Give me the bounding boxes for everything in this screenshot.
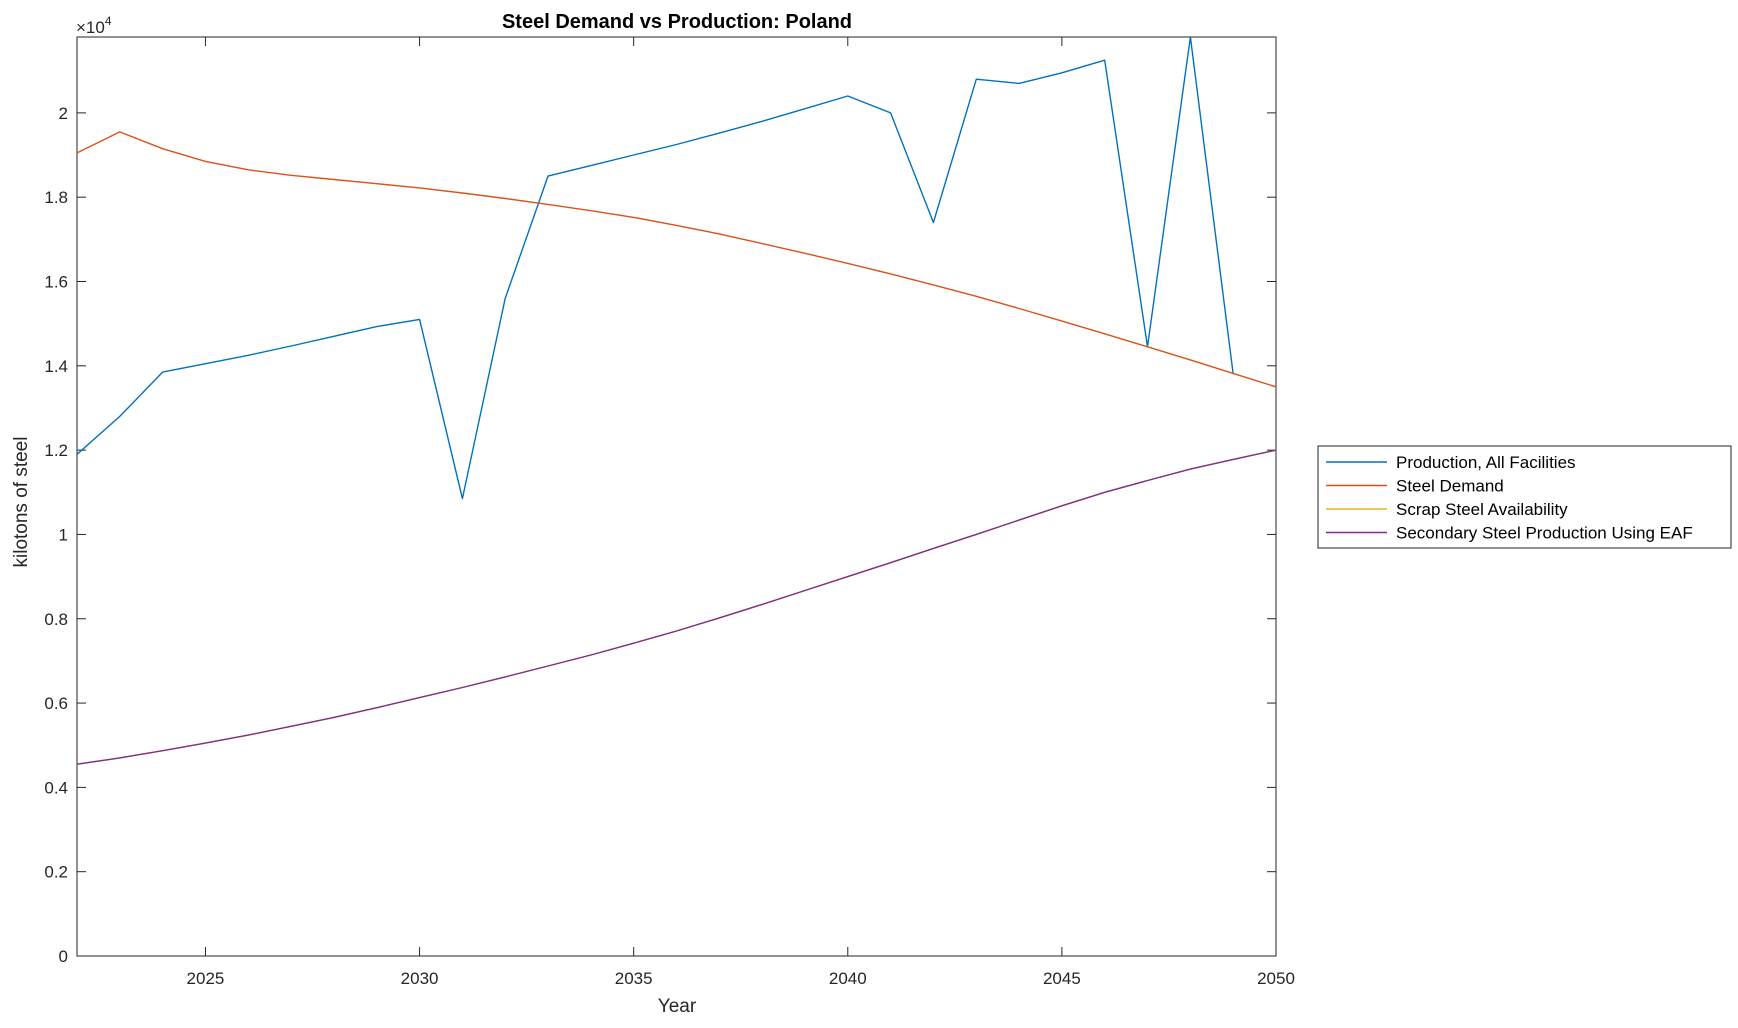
legend-label: Steel Demand bbox=[1396, 477, 1504, 496]
y-tick-label: 1.4 bbox=[44, 357, 68, 376]
x-tick-label: 2030 bbox=[401, 969, 439, 988]
y-tick-label: 0.6 bbox=[44, 694, 68, 713]
y-axis-exponent-base: ×10 bbox=[76, 18, 105, 37]
plot-frame bbox=[76, 36, 1277, 957]
y-tick-label: 1 bbox=[59, 525, 68, 544]
legend: Production, All Facilities Steel Demand Sc… bbox=[1317, 445, 1732, 549]
y-tick-label: 1.6 bbox=[44, 273, 68, 292]
x-axis-label: Year bbox=[658, 996, 697, 1017]
series-line-4 bbox=[77, 449, 1276, 765]
y-axis-exponent: ×104 bbox=[76, 14, 112, 37]
x-tick-label: 2050 bbox=[1257, 969, 1295, 988]
x-tick-label: 2035 bbox=[615, 969, 653, 988]
plot-series bbox=[77, 37, 1276, 765]
x-tick-label: 2025 bbox=[187, 969, 225, 988]
legend-label: Secondary Steel Production Using EAF bbox=[1396, 524, 1693, 543]
chart-title: Steel Demand vs Production: Poland bbox=[502, 11, 852, 33]
legend-label: Scrap Steel Availability bbox=[1396, 500, 1568, 519]
plot-axes: 0 0.2 0.4 0.6 0.8 1 1.2 1.4 1.6 1.8 2 2025 2030 2035 2… bbox=[44, 36, 1295, 988]
y-tick-label: 0 bbox=[59, 947, 68, 966]
legend-box bbox=[1317, 445, 1732, 549]
series-line-1 bbox=[77, 37, 1234, 500]
y-tick-label: 0.8 bbox=[44, 610, 68, 629]
x-tick-label: 2045 bbox=[1043, 969, 1081, 988]
y-tick-label: 0.2 bbox=[44, 863, 68, 882]
y-axis-label: kilotons of steel bbox=[11, 437, 32, 568]
y-tick-label: 0.4 bbox=[44, 778, 68, 797]
y-tick-label: 1.8 bbox=[44, 188, 68, 207]
x-tick-label: 2040 bbox=[829, 969, 867, 988]
y-tick-label: 1.2 bbox=[44, 441, 68, 460]
y-tick-label: 2 bbox=[59, 104, 68, 123]
series-line-2 bbox=[77, 131, 1276, 388]
y-axis-exponent-power: 4 bbox=[105, 14, 112, 28]
legend-label: Production, All Facilities bbox=[1396, 453, 1576, 472]
